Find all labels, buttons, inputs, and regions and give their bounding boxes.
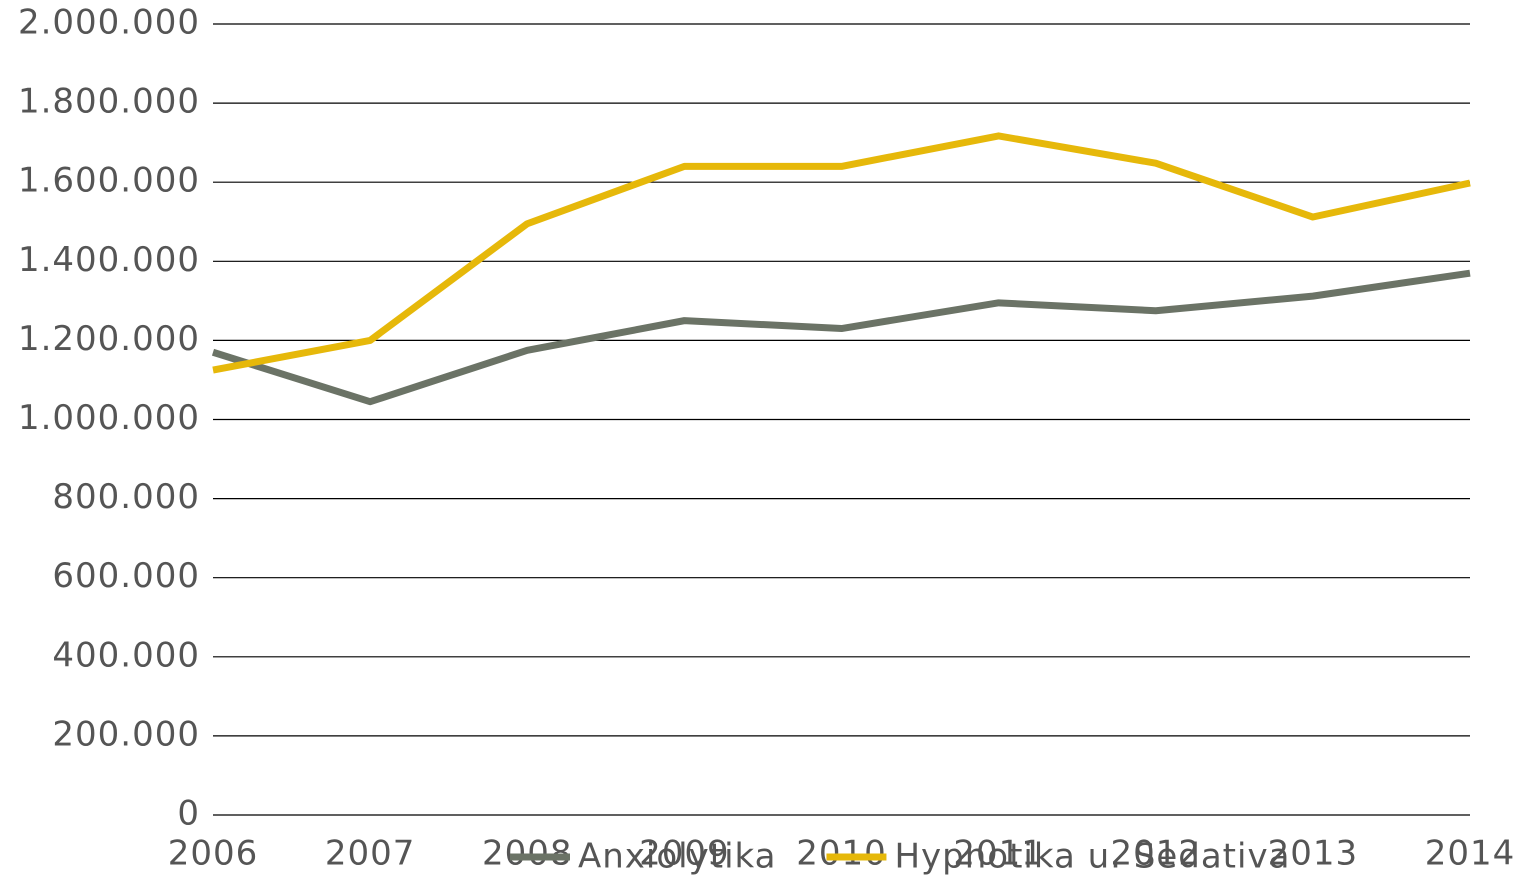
y-tick-label: 0 — [177, 794, 200, 834]
y-tick-label: 1.000.000 — [18, 398, 200, 438]
y-tick-label: 1.800.000 — [18, 82, 200, 122]
y-tick-label: 2.000.000 — [18, 3, 200, 43]
y-tick-label: 800.000 — [52, 477, 200, 517]
legend-label: Hypnotika u. Sedativa — [894, 837, 1290, 877]
x-tick-label: 2012 — [1110, 834, 1201, 874]
x-tick-label: 2013 — [1268, 834, 1359, 874]
y-tick-label: 1.400.000 — [18, 240, 200, 280]
x-tick-label: 2014 — [1425, 834, 1516, 874]
legend-label: Anxiolytika — [578, 837, 776, 877]
series-line — [211, 269, 1471, 406]
y-tick-label: 1.200.000 — [18, 319, 200, 359]
x-tick-label: 2007 — [325, 834, 416, 874]
y-tick-label: 400.000 — [52, 635, 200, 675]
x-tick-label: 2006 — [168, 834, 259, 874]
y-tick-label: 600.000 — [52, 556, 200, 596]
x-tick-label: 2011 — [953, 834, 1044, 874]
y-tick-label: 1.600.000 — [18, 161, 200, 201]
series-line — [212, 132, 1471, 374]
x-tick-label: 2009 — [639, 834, 730, 874]
y-tick-label: 200.000 — [52, 714, 200, 754]
